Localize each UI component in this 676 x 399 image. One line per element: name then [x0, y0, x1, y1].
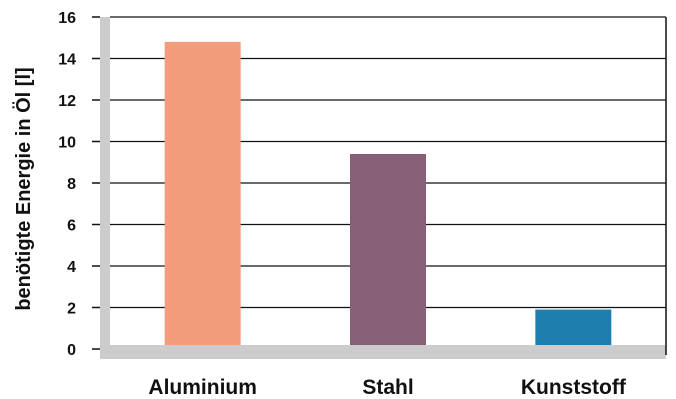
plot-frame	[100, 17, 666, 359]
y-tick-label: 12	[58, 93, 76, 110]
y-tick-label: 8	[67, 176, 76, 193]
bars	[164, 41, 612, 346]
x-category-label: Kunststoff	[521, 376, 627, 399]
bar-stahl	[350, 153, 426, 345]
y-tick-label: 2	[67, 301, 76, 318]
bar-aluminium	[164, 41, 241, 346]
bar-kunststoff	[535, 309, 612, 345]
x-category-label: Stahl	[362, 376, 413, 399]
axes	[92, 16, 667, 355]
y-axis-title: benötigte Energie in Öl [l]	[12, 67, 35, 310]
y-tick-label: 10	[58, 135, 76, 152]
y-tick-labels: 0 2 4 6 8 10 12 14 16	[58, 10, 76, 359]
x-category-label: Aluminium	[148, 376, 257, 399]
frame-wall-left	[100, 17, 110, 359]
y-tick-label: 6	[67, 218, 76, 235]
x-category-labels: Aluminium Stahl Kunststoff	[148, 376, 626, 399]
y-tick-label: 14	[58, 52, 76, 69]
frame-floor	[100, 345, 666, 359]
y-tick-label: 16	[58, 10, 76, 27]
y-tick-label: 4	[67, 259, 76, 276]
y-tick-label: 0	[67, 342, 76, 359]
